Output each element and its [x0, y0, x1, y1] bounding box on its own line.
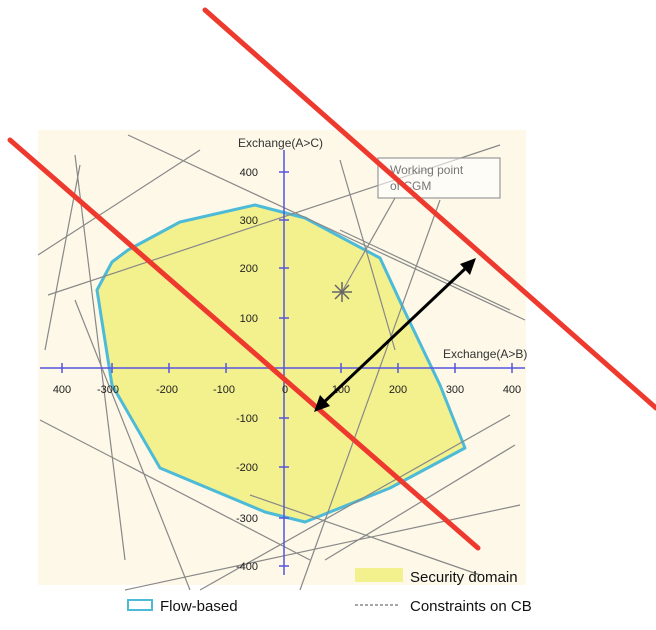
x-tick-label: -200 [156, 384, 178, 396]
red-boundary-line-upper [202, 7, 656, 411]
x-tick-label: 400 [503, 384, 521, 396]
constraint-lines [37, 134, 526, 591]
x-tick-label: -300 [97, 384, 119, 396]
y-tick-label: 300 [240, 215, 258, 227]
x-axis-title: Exchange(A>B) [443, 347, 527, 361]
constraint-line [199, 414, 511, 591]
legend-security-domain-label: Security domain [410, 569, 518, 586]
security-domain-area [95, 203, 467, 524]
x-tick-label: 400 [53, 384, 71, 396]
working-point-star-icon [332, 282, 352, 302]
constraint-line [339, 229, 511, 311]
x-tick-label: 100 [332, 384, 350, 396]
legend-constraints-label: Constraints on CB [410, 598, 532, 615]
constraint-line [299, 199, 441, 591]
axes [40, 150, 525, 575]
y-tick-label: -400 [236, 561, 258, 573]
x-tick-label: 300 [446, 384, 464, 396]
working-point-label-line1: Working point [390, 163, 464, 177]
constraint-line [339, 159, 396, 351]
constraint-line [249, 494, 481, 576]
x-tick-label: -100 [213, 384, 235, 396]
constraint-line [74, 299, 191, 591]
y-axis-title: Exchange(A>C) [238, 136, 323, 150]
working-point-leader-line [342, 197, 396, 291]
y-tick-label: 400 [240, 167, 258, 179]
constraint-line [37, 149, 201, 256]
legend-flow-based-label: Flow-based [160, 598, 238, 615]
x-tick-label: 0 [282, 384, 288, 396]
constraint-line [74, 154, 126, 561]
red-boundary-line-lower [7, 137, 481, 551]
y-tick-label: 200 [240, 263, 258, 275]
constraint-line [324, 444, 516, 561]
legend-security-domain-swatch [355, 568, 403, 582]
y-tick-label: -100 [236, 413, 258, 425]
constraint-line [127, 134, 526, 321]
double-arrow-icon [314, 258, 476, 412]
y-tick-label: -300 [236, 513, 258, 525]
y-tick-label: -200 [236, 462, 258, 474]
x-tick-label: 200 [389, 384, 407, 396]
constraint-line [124, 504, 521, 591]
y-tick-label: 100 [240, 313, 258, 325]
constraint-line [39, 419, 311, 561]
legend-flow-based-swatch [127, 599, 153, 611]
